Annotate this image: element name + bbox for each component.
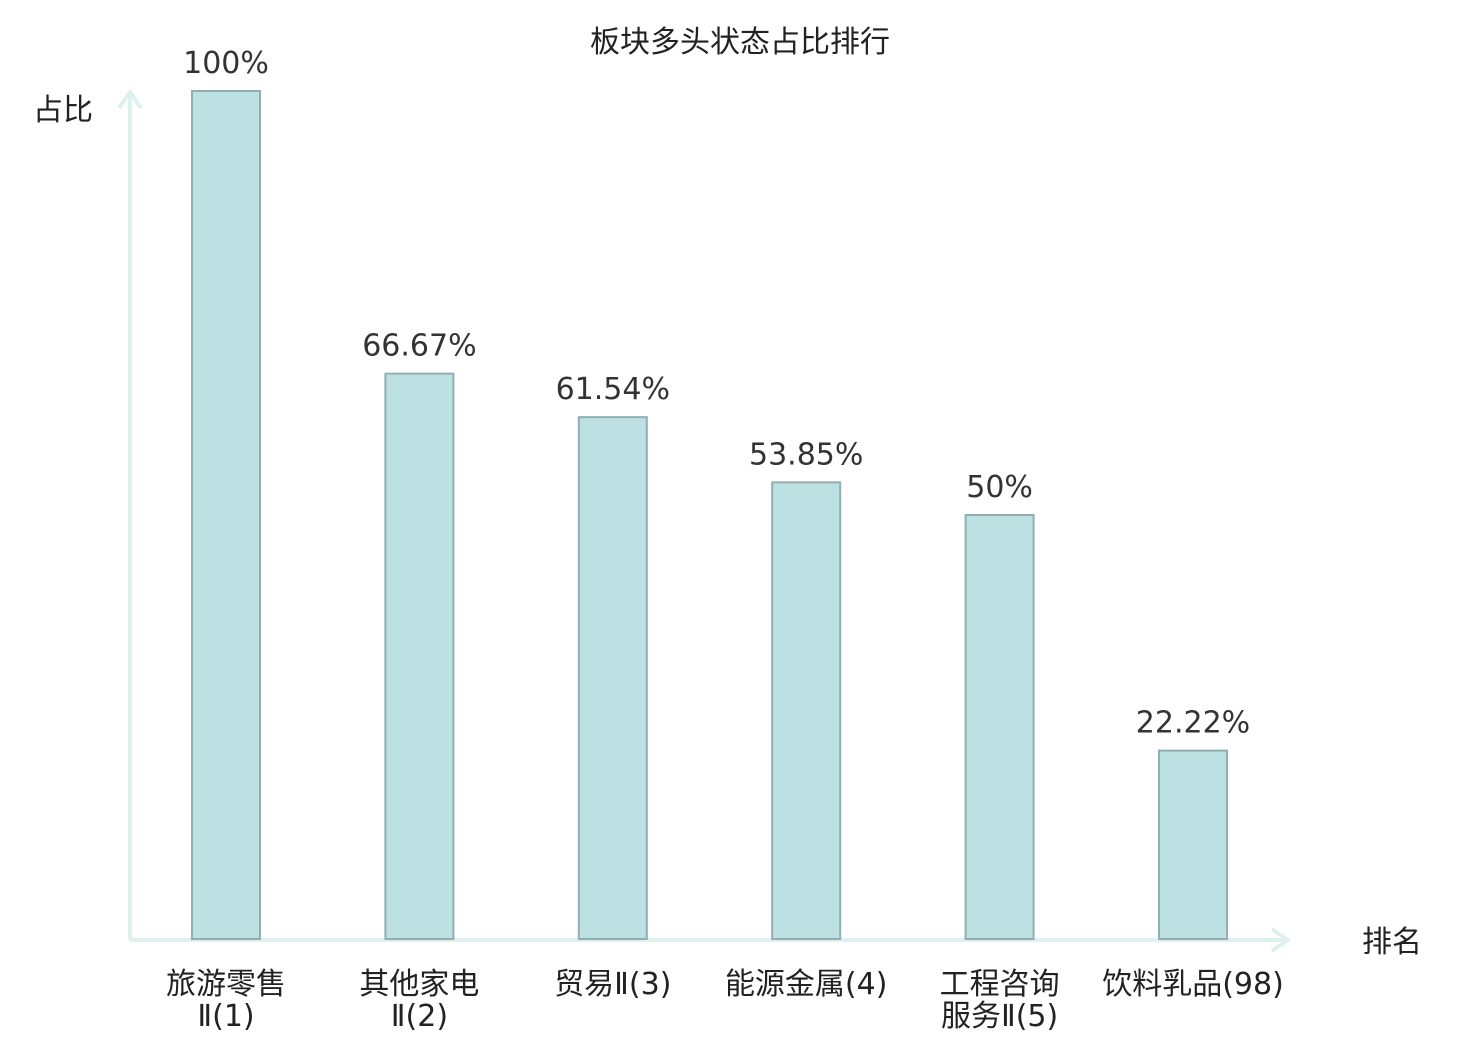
value-label-2: 61.54% (556, 372, 670, 407)
category-label-1-line-0: 其他家电 (359, 967, 479, 1002)
bar-2 (577, 416, 648, 940)
y-axis-arrowhead (117, 88, 143, 110)
bar-4 (964, 514, 1035, 940)
bars-group (191, 90, 1228, 940)
bar-1 (384, 372, 455, 940)
category-label-0-line-0: 旅游零售 (166, 967, 286, 1002)
category-label-5-line-0: 饮料乳品(98) (1102, 967, 1284, 1002)
value-label-0: 100% (183, 46, 269, 81)
value-labels-group: 100% 66.67% 61.54% 53.85% 50% 22.22% (183, 46, 1250, 741)
value-label-5: 22.22% (1136, 706, 1250, 741)
category-label-1-line-1: Ⅱ(2) (391, 999, 448, 1034)
x-axis-arrowhead (1270, 927, 1292, 953)
category-label-2-line-0: 贸易Ⅱ(3) (554, 967, 671, 1002)
y-axis-label: 占比 (33, 93, 93, 128)
category-label-3-line-0: 能源金属(4) (725, 967, 888, 1002)
bar-5 (1158, 749, 1228, 940)
value-label-3: 53.85% (749, 437, 863, 472)
bar-3 (771, 481, 842, 940)
category-label-4-line-1: 服务Ⅱ(5) (941, 999, 1058, 1034)
value-label-1: 66.67% (362, 329, 476, 364)
value-label-4: 50% (966, 470, 1033, 505)
chart-title: 板块多头状态占比排行 (590, 25, 890, 60)
x-axis-label: 排名 (1362, 925, 1422, 960)
category-label-0-line-1: Ⅱ(1) (197, 999, 254, 1034)
category-label-4-line-0: 工程咨询 (940, 967, 1060, 1002)
bar-0 (191, 90, 261, 940)
